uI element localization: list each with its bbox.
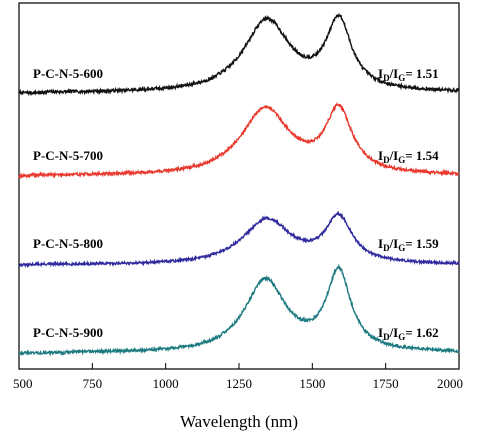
ratio-part-sub1: D (383, 73, 390, 83)
x-axis: 500 750 1000 1250 1500 1750 2000 (13, 363, 463, 391)
series-line-p-c-n-5-700 (18, 101, 460, 180)
series-label-p-c-n-5-800: P-C-N-5-800 (33, 236, 103, 251)
ratio-part-prefix: I (378, 148, 383, 163)
ratio-part-sub1: D (383, 332, 390, 342)
series-label-p-c-n-5-900: P-C-N-5-900 (33, 325, 103, 340)
ratio-part-sub2: G (398, 155, 405, 165)
plot-frame (18, 2, 460, 370)
series-line-p-c-n-5-900 (18, 263, 460, 357)
x-tick-label-500: 500 (13, 376, 33, 391)
ratio-label-p-c-n-5-600: ID/IG= 1.51 (378, 66, 439, 83)
ratio-part-sub2: G (398, 243, 405, 253)
series-line-p-c-n-5-800 (18, 210, 460, 269)
ratio-part-value: = 1.62 (405, 325, 438, 340)
ratio-part-value: = 1.59 (405, 236, 439, 251)
ratio-label-p-c-n-5-700: ID/IG= 1.54 (378, 148, 439, 165)
ratio-part-sub2: G (398, 73, 405, 83)
x-tick-label-1000: 1000 (153, 376, 179, 391)
ratio-part-sub1: D (383, 155, 390, 165)
ratio-part-mid: /I (389, 325, 399, 340)
ratio-part-prefix: I (378, 66, 383, 81)
series-label-p-c-n-5-700: P-C-N-5-700 (33, 148, 103, 163)
ratio-label-p-c-n-5-800: ID/IG= 1.59 (378, 236, 439, 253)
ratio-part-value: = 1.51 (405, 66, 438, 81)
ratio-part-mid: /I (389, 148, 399, 163)
series-label-p-c-n-5-600: P-C-N-5-600 (33, 66, 103, 81)
ratio-label-p-c-n-5-900: ID/IG= 1.62 (378, 325, 439, 342)
x-tick-label-750: 750 (83, 376, 103, 391)
ratio-part-mid: /I (389, 66, 399, 81)
x-tick-label-1500: 1500 (299, 376, 325, 391)
series-layer: P-C-N-5-600 ID/IG= 1.51P-C-N-5-700 ID/IG= … (18, 12, 460, 357)
x-tick-label-1250: 1250 (226, 376, 252, 391)
ratio-part-value: = 1.54 (405, 148, 439, 163)
ratio-part-prefix: I (378, 236, 383, 251)
ratio-part-prefix: I (378, 325, 383, 340)
x-axis-title: Wavelength (nm) (180, 412, 298, 431)
ratio-part-mid: /I (389, 236, 399, 251)
x-tick-label-2000: 2000 (437, 376, 463, 391)
ratio-part-sub1: D (383, 243, 390, 253)
x-tick-label-1750: 1750 (373, 376, 399, 391)
series-line-p-c-n-5-600 (18, 12, 460, 97)
ratio-part-sub2: G (398, 332, 405, 342)
